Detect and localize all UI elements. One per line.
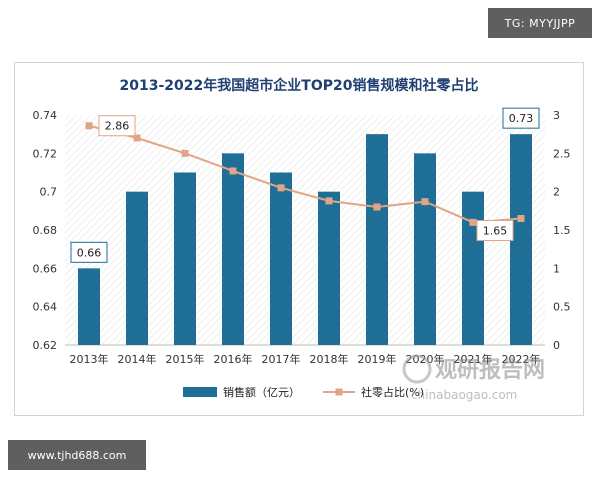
legend-label-line: 社零占比(%) — [361, 385, 424, 399]
left-axis: 0.62 0.64 0.66 0.68 0.7 0.72 0.74 — [33, 109, 58, 352]
x-axis-tick-label: 2021年 — [454, 352, 493, 366]
x-axis-tick-label: 2022年 — [502, 352, 541, 366]
left-axis-tick-label: 0.62 — [33, 339, 58, 352]
line-point — [181, 149, 189, 157]
right-axis-tick-label: 3 — [553, 109, 560, 122]
right-axis-tick-label: 0 — [553, 339, 560, 352]
data-label-box — [502, 107, 540, 129]
bar — [510, 134, 532, 345]
left-axis-tick-label: 0.72 — [33, 147, 58, 160]
data-labels: 0.66 0.73 2.86 1.65 — [70, 107, 540, 263]
line-point — [325, 197, 333, 205]
bar — [318, 191, 340, 345]
right-axis-tick-label: 1 — [553, 262, 560, 275]
chart-panel: 2013-2022年我国超市企业TOP20销售规模和社零占比 0.62 0.64 0… — [14, 62, 584, 416]
bottom-watermark-text: www.tjhd688.com — [27, 448, 127, 462]
line-point — [469, 218, 477, 226]
data-label-box — [98, 115, 136, 137]
right-axis-tick-label: 2.5 — [553, 147, 571, 160]
left-axis-tick-label: 0.7 — [40, 186, 58, 199]
line-series — [85, 122, 525, 226]
bottom-watermark-badge: www.tjhd688.com — [8, 440, 146, 470]
logo-watermark-cn: 观研报告网 — [435, 358, 545, 383]
line-point — [373, 203, 381, 211]
left-axis-tick-label: 0.74 — [33, 109, 58, 122]
bar — [174, 172, 196, 345]
legend-label-bar: 销售额（亿元） — [223, 385, 300, 399]
chart-svg: 2013-2022年我国超市企业TOP20销售规模和社零占比 0.620.640… — [33, 77, 571, 402]
right-axis: 0 0.5 1 1.5 2 2.5 3 — [553, 109, 571, 352]
bar-series — [78, 134, 532, 345]
x-axis-tick-label: 2017年 — [262, 352, 301, 366]
data-label: 2.86 — [105, 120, 130, 133]
x-axis-tick-label: 2014年 — [118, 352, 157, 366]
x-axis-tick-label: 2016年 — [214, 352, 253, 366]
bar — [462, 191, 484, 345]
x-axis-tick-label: 2015年 — [166, 352, 205, 366]
top-watermark-text: TG: MYYJJPP — [504, 16, 576, 30]
data-label: 1.65 — [483, 225, 508, 238]
top-watermark-badge: TG: MYYJJPP — [488, 8, 592, 38]
left-axis-tick-label: 0.66 — [33, 262, 58, 275]
right-axis-tick-label: 1.5 — [553, 224, 571, 237]
bar — [366, 134, 388, 345]
line-point — [229, 167, 237, 175]
bar — [414, 153, 436, 345]
data-label: 0.73 — [509, 112, 534, 125]
x-axis: 2013年 2014年 2015年 2016年 2017年 2018年 2019年 2020年… — [70, 352, 541, 366]
legend-swatch-bar — [183, 387, 217, 397]
line-path — [88, 124, 522, 224]
line-point — [133, 134, 141, 142]
logo-watermark-url: chinabaogao.com — [411, 388, 517, 402]
bar — [126, 191, 148, 345]
right-axis-tick-label: 0.5 — [553, 301, 571, 314]
logo-watermark: 观研报告网 chinabaogao.com — [402, 354, 545, 402]
chart-title: 2013-2022年我国超市企业TOP20销售规模和社零占比 — [120, 77, 479, 94]
data-label-box — [476, 220, 514, 241]
legend: 销售额（亿元） 社零占比(%) — [183, 385, 424, 399]
right-axis-tick-label: 2 — [553, 186, 560, 199]
left-axis-tick-label: 0.64 — [33, 301, 58, 314]
line-point — [421, 198, 429, 206]
left-axis-tick-label: 0.68 — [33, 224, 58, 237]
legend-swatch-marker — [335, 388, 343, 396]
x-axis-tick-label: 2018年 — [310, 352, 349, 366]
data-label: 0.66 — [77, 246, 102, 259]
bar — [78, 268, 100, 345]
logo-mark-icon — [402, 354, 432, 384]
data-label-box — [70, 241, 108, 263]
bar — [270, 172, 292, 345]
line-point — [277, 184, 285, 192]
bar — [222, 153, 244, 345]
line-point — [85, 122, 93, 130]
x-axis-tick-label: 2013年 — [70, 352, 109, 366]
line-point — [517, 215, 525, 222]
x-axis-tick-label: 2019年 — [358, 352, 397, 366]
